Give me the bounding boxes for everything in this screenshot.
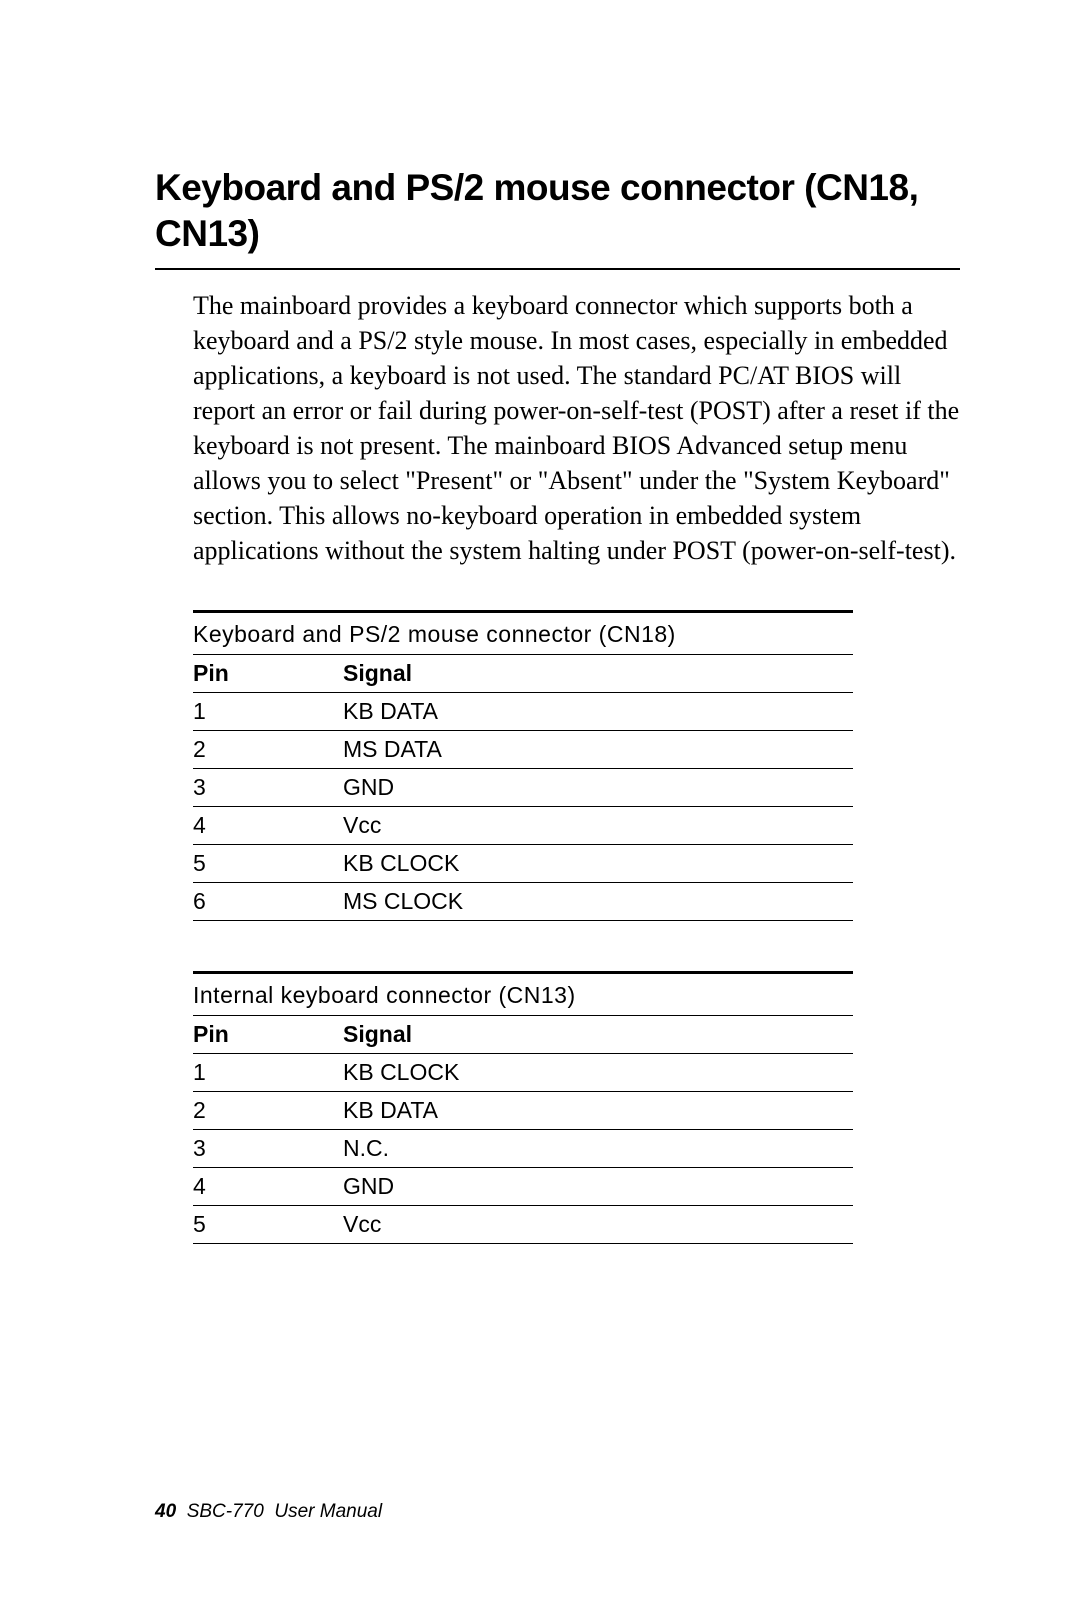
cell-signal: KB CLOCK: [343, 1054, 853, 1092]
cell-pin: 1: [193, 1054, 343, 1092]
cell-pin: 3: [193, 1130, 343, 1168]
table-row: 2 MS DATA: [193, 731, 853, 769]
pinout-table-cn13: Internal keyboard connector (CN13) Pin S…: [193, 971, 853, 1244]
cell-signal: KB DATA: [343, 693, 853, 731]
col-header-signal: Signal: [343, 655, 853, 693]
table-row: 3 N.C.: [193, 1130, 853, 1168]
page-content: Keyboard and PS/2 mouse connector (CN18,…: [0, 0, 1080, 1244]
cell-signal: Vcc: [343, 1206, 853, 1244]
cell-pin: 4: [193, 1168, 343, 1206]
pinout-table-cn18: Keyboard and PS/2 mouse connector (CN18)…: [193, 610, 853, 921]
cell-pin: 5: [193, 1206, 343, 1244]
cell-signal: Vcc: [343, 807, 853, 845]
cell-signal: GND: [343, 769, 853, 807]
cell-pin: 3: [193, 769, 343, 807]
section-title: Keyboard and PS/2 mouse connector (CN18,…: [155, 165, 960, 258]
table-header-row: Pin Signal: [193, 655, 853, 693]
cell-signal: GND: [343, 1168, 853, 1206]
title-rule: [155, 268, 960, 270]
col-header-pin: Pin: [193, 1016, 343, 1054]
table-cn18: Keyboard and PS/2 mouse connector (CN18)…: [155, 610, 960, 921]
cell-signal: MS DATA: [343, 731, 853, 769]
cell-signal: KB DATA: [343, 1092, 853, 1130]
col-header-pin: Pin: [193, 655, 343, 693]
table-row: 1 KB CLOCK: [193, 1054, 853, 1092]
col-header-signal: Signal: [343, 1016, 853, 1054]
table-row: 5 Vcc: [193, 1206, 853, 1244]
table-caption-row: Internal keyboard connector (CN13): [193, 973, 853, 1016]
body-paragraph: The mainboard provides a keyboard connec…: [155, 288, 960, 569]
table-cn13: Internal keyboard connector (CN13) Pin S…: [155, 971, 960, 1244]
cell-pin: 2: [193, 1092, 343, 1130]
table-caption: Keyboard and PS/2 mouse connector (CN18): [193, 612, 853, 655]
table-row: 1 KB DATA: [193, 693, 853, 731]
table-row: 4 Vcc: [193, 807, 853, 845]
cell-pin: 6: [193, 883, 343, 921]
cell-signal: N.C.: [343, 1130, 853, 1168]
table-caption-row: Keyboard and PS/2 mouse connector (CN18): [193, 612, 853, 655]
table-row: 2 KB DATA: [193, 1092, 853, 1130]
cell-pin: 5: [193, 845, 343, 883]
footer-label: User Manual: [274, 1501, 382, 1522]
cell-pin: 1: [193, 693, 343, 731]
table-row: 6 MS CLOCK: [193, 883, 853, 921]
cell-signal: MS CLOCK: [343, 883, 853, 921]
page-number: 40: [155, 1501, 176, 1522]
footer-model: SBC-770: [187, 1501, 264, 1522]
cell-signal: KB CLOCK: [343, 845, 853, 883]
cell-pin: 2: [193, 731, 343, 769]
table-caption: Internal keyboard connector (CN13): [193, 973, 853, 1016]
table-header-row: Pin Signal: [193, 1016, 853, 1054]
cell-pin: 4: [193, 807, 343, 845]
table-row: 3 GND: [193, 769, 853, 807]
table-row: 5 KB CLOCK: [193, 845, 853, 883]
table-row: 4 GND: [193, 1168, 853, 1206]
page-footer: 40 SBC-770 User Manual: [155, 1501, 382, 1523]
